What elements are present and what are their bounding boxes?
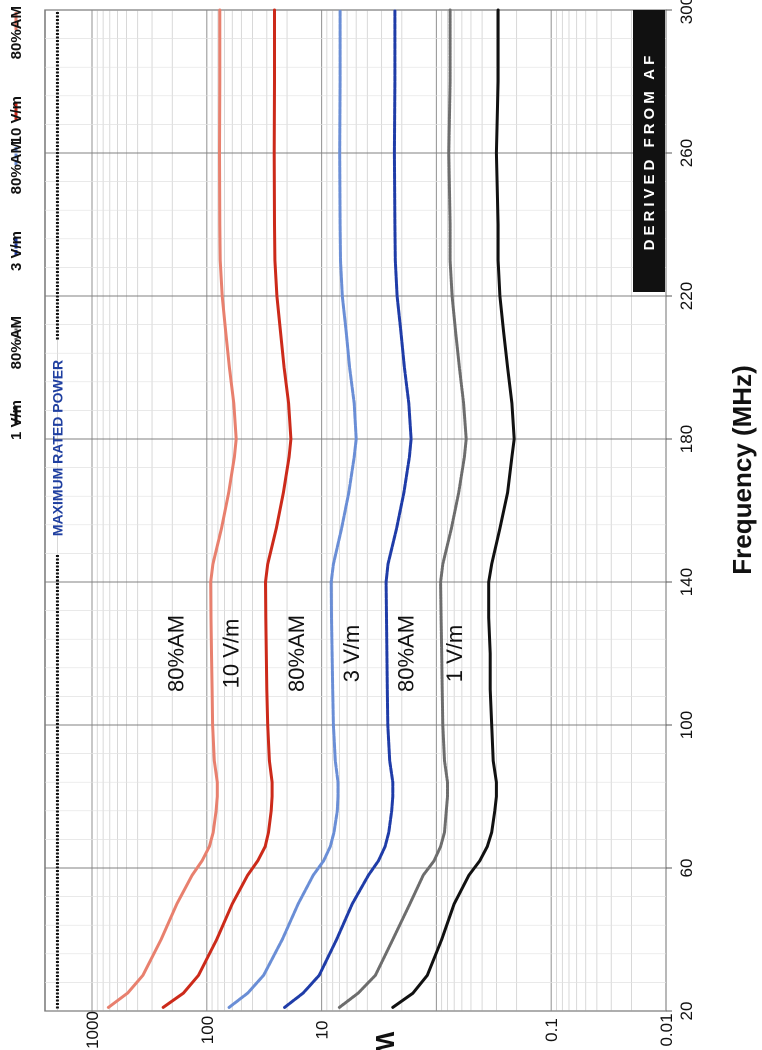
legend-label-2: 3 V/m <box>8 231 25 271</box>
legend-label-4: 10 V/m <box>8 96 25 144</box>
derived-badge <box>633 10 665 292</box>
x-tick-label: 60 <box>677 859 696 878</box>
series-line-2 <box>283 8 413 1009</box>
legend-label-5: 80%AM <box>8 6 25 59</box>
labels: 20 60 100 140 180 220 260 300 0.01 0.1 10 100 1000 Fr… <box>8 0 757 1050</box>
series-line-4 <box>161 8 293 1009</box>
legend-label-0: 1 V/m <box>8 400 25 440</box>
series-line-5 <box>106 8 238 1009</box>
grid <box>44 9 667 1012</box>
max-power-label: MAXIMUM RATED POWER <box>49 360 65 536</box>
x-tick-label: 180 <box>677 425 696 453</box>
x-axis-title: Frequency (MHz) <box>727 365 757 574</box>
y-tick-label: 1000 <box>83 1011 102 1049</box>
curve-label-5: 80%AM <box>164 615 189 692</box>
legend-label-1: 80%AM <box>8 316 25 369</box>
x-tick-label: 300 <box>677 0 696 24</box>
curves <box>55 8 516 1009</box>
x-tick-label: 20 <box>677 1002 696 1021</box>
x-tick-label: 100 <box>677 711 696 739</box>
curve-label-1: 80%AM <box>394 615 419 692</box>
legend-label-3: 80%AM <box>8 141 25 194</box>
x-tick-label: 140 <box>677 568 696 596</box>
x-tick-label: 220 <box>677 282 696 310</box>
y-tick-label: 0.01 <box>657 1013 676 1046</box>
x-tick-label: 260 <box>677 139 696 167</box>
series-line-1 <box>337 8 468 1009</box>
series-line-0 <box>391 8 516 1009</box>
series-line-3 <box>227 8 358 1009</box>
derived-label: DERIVED FROM AF <box>641 52 658 251</box>
y-axis-title: W <box>370 1032 400 1050</box>
y-tick-label: 0.1 <box>542 1018 561 1042</box>
plot-area <box>44 9 667 1012</box>
curve-label-2: 3 V/m <box>339 625 364 682</box>
y-tick-label: 100 <box>198 1016 217 1044</box>
y-tick-label: 10 <box>313 1021 332 1040</box>
curve-label-3: 80%AM <box>284 615 309 692</box>
curve-label-0: 1 V/m <box>442 625 467 682</box>
curve-label-4: 10 V/m <box>218 619 243 689</box>
